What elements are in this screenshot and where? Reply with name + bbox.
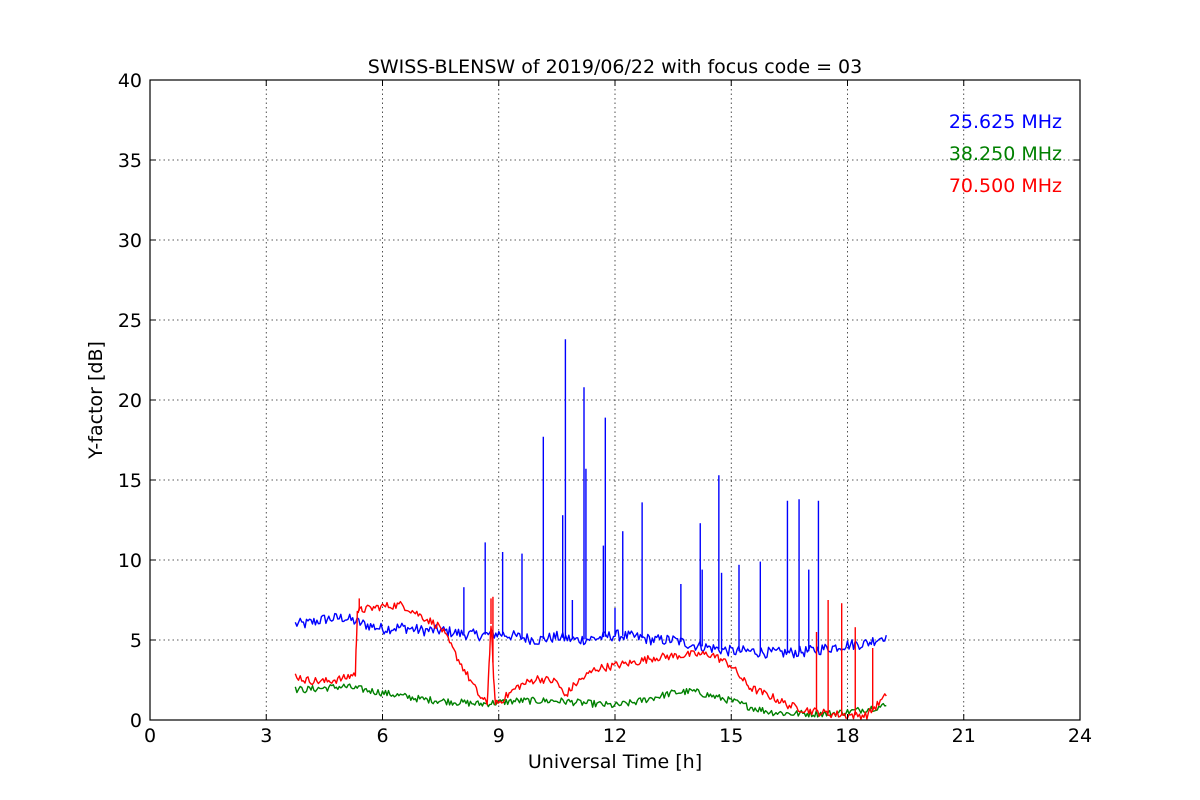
x-tick-label: 15 xyxy=(719,725,743,747)
chart-title: SWISS-BLENSW of 2019/06/22 with focus co… xyxy=(368,56,862,78)
x-tick-label: 24 xyxy=(1068,725,1092,747)
x-tick-label: 12 xyxy=(603,725,627,747)
y-tick-label: 5 xyxy=(130,630,142,652)
y-tick-label: 10 xyxy=(118,550,142,572)
plot-series xyxy=(294,339,887,720)
grid-lines xyxy=(150,80,1080,720)
x-tick-label: 18 xyxy=(835,725,859,747)
y-tick-label: 30 xyxy=(118,230,142,252)
x-tick-label: 0 xyxy=(144,725,156,747)
series-line xyxy=(294,600,887,720)
y-tick-label: 40 xyxy=(118,70,142,92)
legend: 25.625 MHz 38.250 MHz 70.500 MHz xyxy=(949,111,1062,197)
x-axis-label: Universal Time [h] xyxy=(528,751,702,773)
legend-entry: 25.625 MHz xyxy=(949,111,1062,133)
x-tick-label: 6 xyxy=(376,725,388,747)
series-line xyxy=(294,683,887,718)
x-tick-label: 3 xyxy=(260,725,272,747)
y-axis-label: Y-factor [dB] xyxy=(85,341,107,460)
axis-ticks: 0 3 6 9 12 15 18 21 24 0 5 10 15 20 25 30 35 40 xyxy=(118,70,1092,747)
x-tick-label: 21 xyxy=(952,725,976,747)
y-tick-label: 35 xyxy=(118,150,142,172)
legend-entry: 38.250 MHz xyxy=(949,143,1062,165)
y-tick-label: 20 xyxy=(118,390,142,412)
y-tick-label: 25 xyxy=(118,310,142,332)
y-tick-label: 0 xyxy=(130,710,142,732)
x-tick-label: 9 xyxy=(493,725,505,747)
legend-entry: 70.500 MHz xyxy=(949,175,1062,197)
y-tick-label: 15 xyxy=(118,470,142,492)
